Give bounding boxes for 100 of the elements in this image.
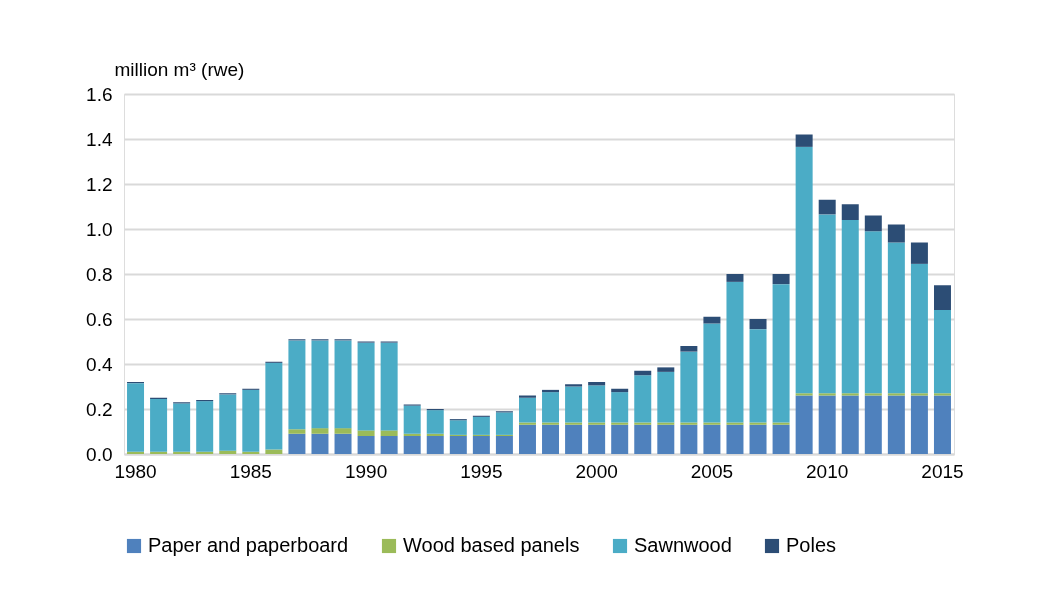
bar [449,436,467,454]
bar [795,393,813,396]
y-tick-label: 0.8 [86,263,113,285]
bar [726,424,744,454]
bar [795,134,813,147]
bar [887,242,905,394]
y-tick-label: 1.2 [86,173,113,195]
bar [472,416,490,435]
bar [173,403,191,452]
bar [818,395,836,454]
bar [565,386,583,423]
bar [565,424,583,454]
bar [749,424,767,454]
bar [680,346,698,352]
x-tick-label: 1995 [460,460,503,482]
bar [772,424,790,454]
bar [933,395,951,454]
x-tick-label: 2000 [575,460,618,482]
bar [495,412,513,435]
bar [380,342,398,431]
bar [726,274,744,282]
bar [749,319,767,330]
y-axis-title: million m³ (rwe) [114,58,245,80]
bar [403,405,421,434]
bar [772,274,790,285]
bar [611,392,629,423]
bar [380,436,398,454]
y-tick-label: 0.4 [86,353,113,375]
y-tick-label: 1.6 [86,83,113,105]
bar [334,340,352,429]
bar [634,424,652,454]
bar [265,362,283,450]
legend-label: Sawnwood [634,534,732,556]
y-tick-label: 1.4 [86,128,113,150]
bar [680,351,698,423]
x-tick-label: 1980 [114,460,157,482]
y-tick-label: 0.2 [86,398,113,420]
bar [933,393,951,396]
bar [219,394,237,451]
bar [887,393,905,396]
legend-label: Wood based panels [403,534,580,556]
bar [634,375,652,423]
bar [311,433,329,454]
bar [288,433,306,454]
bar [380,430,398,436]
bar [357,436,375,454]
bar [357,430,375,436]
bar [334,428,352,434]
bar [495,436,513,454]
x-tick-label: 2005 [690,460,734,482]
bar [818,393,836,396]
bar [426,410,444,434]
bar [288,340,306,430]
y-tick-label: 1.0 [86,218,113,240]
bar [772,284,790,423]
legend-label: Poles [786,534,837,556]
bar [910,242,928,264]
bar [426,436,444,454]
bar [887,224,905,243]
bar [311,340,329,429]
bar [726,281,744,423]
bar [242,389,260,452]
bar [910,263,928,394]
bar [795,146,813,394]
bar [841,220,859,394]
bar [542,424,560,454]
y-tick-label: 0.0 [86,443,113,465]
bar [403,436,421,454]
bar [588,424,606,454]
bar [518,424,536,454]
bar [910,393,928,396]
y-tick-label: 0.6 [86,308,113,330]
bar [542,392,560,423]
bar [657,424,675,454]
bar [657,371,675,423]
bar [841,204,859,220]
bar [357,342,375,431]
bar [864,231,882,394]
legend-label: Paper and paperboard [148,534,349,556]
bar [818,199,836,215]
bar [864,215,882,232]
bar [334,433,352,454]
bar [127,383,145,452]
x-tick-label: 1985 [229,460,272,482]
bar [565,384,583,387]
bar [472,436,490,454]
bar [196,401,214,452]
bar [680,424,698,454]
bar [910,395,928,454]
bar [657,367,675,372]
bar [887,395,905,454]
bar [864,393,882,396]
bar [518,397,536,423]
bar [588,385,606,423]
bar [703,316,721,324]
x-tick-label: 2015 [921,460,964,482]
bar [841,395,859,454]
bar [311,428,329,434]
bar [749,329,767,423]
bar [795,395,813,454]
